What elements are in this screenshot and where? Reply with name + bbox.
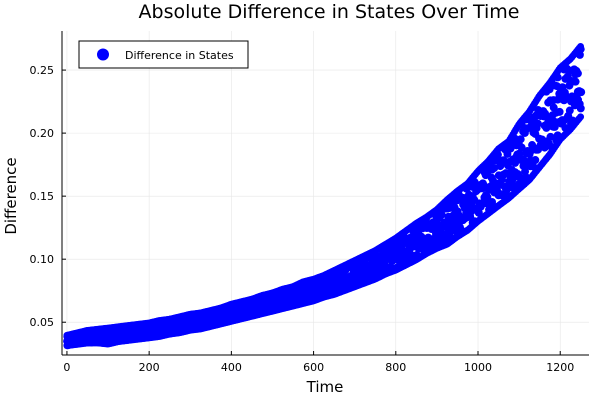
- data-point: [571, 77, 580, 86]
- y-tick-label: 0.10: [30, 253, 55, 266]
- x-tick-label: 1000: [464, 361, 492, 374]
- y-tick-label: 0.05: [30, 316, 55, 329]
- data-point: [521, 167, 530, 176]
- x-tick-label: 200: [139, 361, 160, 374]
- data-point: [515, 149, 524, 158]
- legend-label: Difference in States: [125, 49, 234, 62]
- data-point: [573, 69, 582, 78]
- data-point: [555, 107, 564, 116]
- legend: Difference in States: [78, 40, 249, 69]
- labels: Absolute Difference in States Over Time …: [2, 1, 519, 396]
- data-point: [576, 104, 585, 113]
- x-tick-label: 1200: [546, 361, 574, 374]
- data-point: [533, 119, 542, 128]
- axes: 0 200 400 600 800 1000 1200 0.05 0.10 0.15 0.20 0.2…: [30, 31, 589, 374]
- data-point: [577, 88, 586, 97]
- data-point: [565, 106, 574, 115]
- y-tick-label: 0.15: [30, 190, 55, 203]
- x-tick-label: 0: [63, 361, 70, 374]
- x-tick-label: 400: [221, 361, 242, 374]
- data-point: [577, 113, 585, 121]
- chart-title: Absolute Difference in States Over Time: [139, 1, 520, 23]
- x-tick-label: 600: [303, 361, 324, 374]
- data-point: [490, 163, 499, 172]
- data-point: [531, 156, 540, 165]
- data-point: [517, 143, 526, 152]
- data-point: [437, 210, 446, 219]
- data-point: [577, 43, 585, 51]
- y-tick-label: 0.25: [30, 64, 55, 77]
- data-point: [553, 73, 562, 82]
- y-axis-label: Difference: [2, 157, 20, 234]
- data-point: [546, 132, 555, 141]
- scatter-series: [63, 43, 586, 350]
- legend-marker: [97, 48, 109, 61]
- x-tick-label: 800: [385, 361, 406, 374]
- data-point: [516, 135, 525, 144]
- y-tick-label: 0.20: [30, 127, 55, 140]
- x-axis-label: Time: [306, 378, 344, 396]
